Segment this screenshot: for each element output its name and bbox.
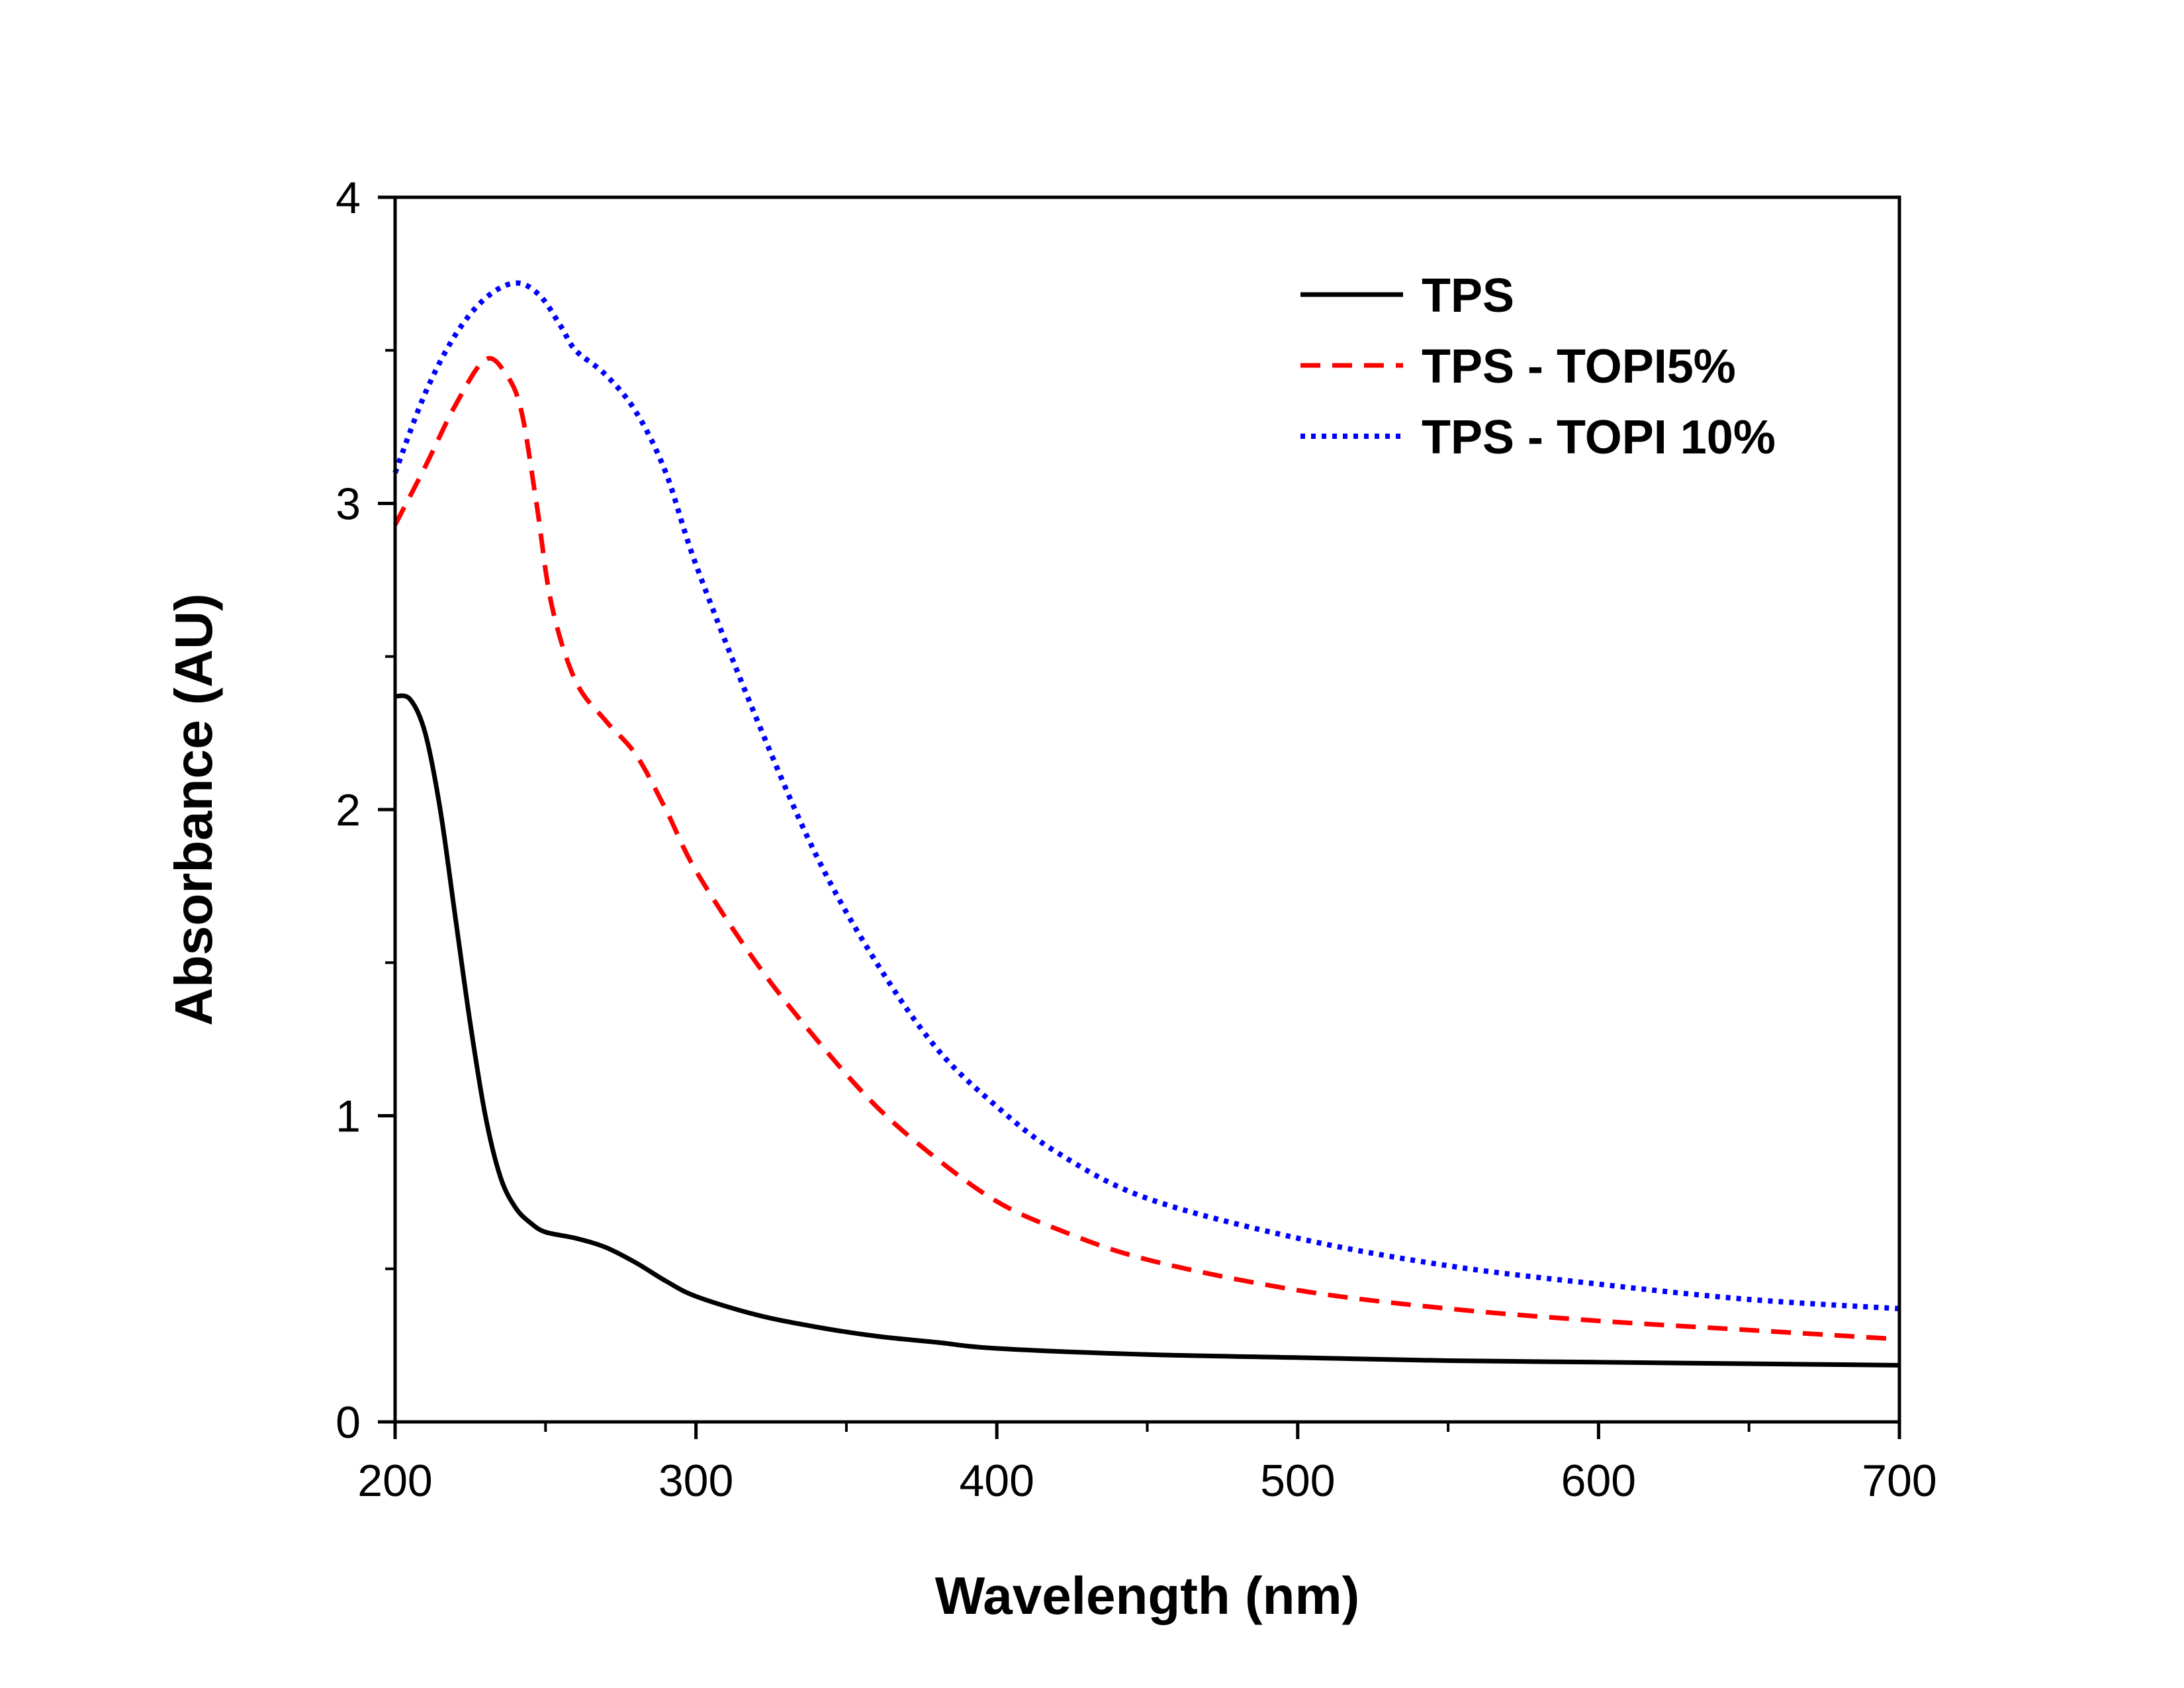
- x-tick-label: 300: [659, 1456, 733, 1506]
- x-tick-label: 200: [357, 1456, 432, 1506]
- x-tick-label: 700: [1862, 1456, 1936, 1506]
- x-tick-label: 600: [1561, 1456, 1636, 1506]
- y-axis: 0 1 2 3 4: [336, 173, 395, 1448]
- x-axis-title: Wavelength (nm): [935, 1566, 1359, 1625]
- series-line-1: [392, 355, 1900, 1342]
- y-tick-label: 0: [336, 1397, 361, 1448]
- legend: TPS TPS - TOPI5% TPS - TOPI 10%: [1300, 269, 1776, 464]
- y-tick-label: 4: [336, 173, 361, 223]
- y-tick-label: 2: [336, 785, 361, 835]
- y-tick-label: 3: [336, 479, 361, 530]
- legend-label-1: TPS - TOPI5%: [1422, 340, 1736, 393]
- x-tick-label: 500: [1260, 1456, 1335, 1506]
- legend-label-0: TPS: [1422, 269, 1514, 322]
- x-tick-label: 400: [959, 1456, 1034, 1506]
- x-axis: 200 300 400 500 600 700: [357, 1422, 1937, 1506]
- y-axis-title: Absorbance (AU): [164, 593, 223, 1025]
- series-line-0: [394, 693, 1900, 1368]
- y-tick-label: 1: [336, 1092, 361, 1142]
- plot-lines: [392, 280, 1900, 1368]
- legend-label-2: TPS - TOPI 10%: [1422, 411, 1776, 464]
- series-line-2: [392, 280, 1900, 1311]
